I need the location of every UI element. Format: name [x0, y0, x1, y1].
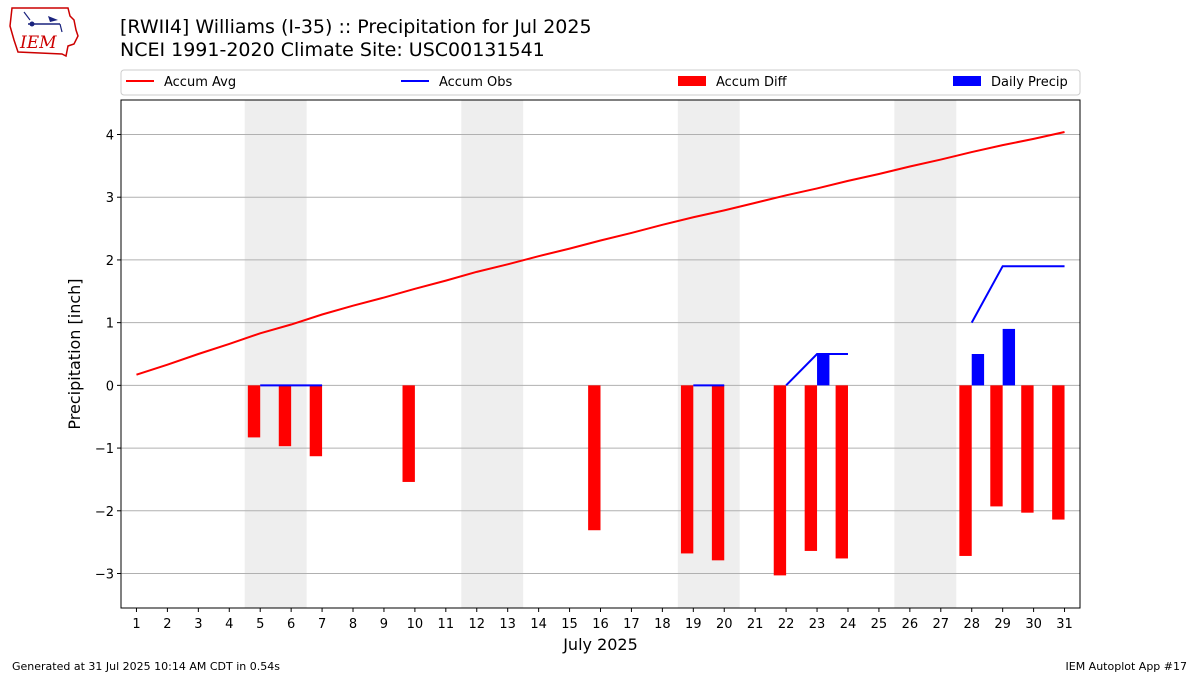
accum-diff-bar: [278, 385, 292, 447]
line-series: [136, 131, 1065, 387]
accum-diff-bar: [959, 385, 972, 556]
chart-title: [RWII4] Williams (I-35) :: Precipitation…: [120, 16, 592, 38]
x-tick-label: 4: [225, 617, 233, 632]
weekend-band: [244, 100, 307, 608]
x-tick-label: 19: [685, 617, 702, 632]
legend-label: Accum Diff: [716, 75, 788, 90]
x-tick-label: 22: [778, 617, 795, 632]
accum-diff-bar: [773, 385, 787, 576]
weekend-band: [894, 100, 957, 608]
daily-precip-bar: [971, 354, 985, 386]
app-credit: IEM Autoplot App #17: [1065, 660, 1188, 673]
accum-diff-bar: [1052, 385, 1065, 520]
generated-timestamp: Generated at 31 Jul 2025 10:14 AM CDT in…: [12, 660, 280, 673]
y-axis: 4 3 2 1 0 −1 −2 −3: [95, 128, 121, 583]
x-tick-label: 30: [1025, 617, 1042, 632]
legend-label: Accum Obs: [439, 75, 512, 90]
accum-diff-bar: [990, 385, 1003, 507]
x-tick-label: 21: [747, 617, 764, 632]
x-tick-label: 20: [716, 617, 733, 632]
accum-obs-line: [785, 353, 848, 387]
chart-subtitle: NCEI 1991-2020 Climate Site: USC00131541: [120, 39, 545, 61]
y-tick-label: −1: [95, 442, 114, 457]
x-tick-label: 24: [840, 617, 857, 632]
accum-diff-bar: [588, 385, 601, 531]
legend-frame: [120, 69, 1081, 96]
legend-label: Accum Avg: [164, 75, 236, 90]
x-tick-label: 16: [592, 617, 609, 632]
iem-logo: IEM: [9, 7, 79, 58]
x-tick-label: 15: [561, 617, 578, 632]
x-tick-label: 27: [933, 617, 950, 632]
x-tick-label: 9: [380, 617, 388, 632]
x-tick-label: 29: [994, 617, 1011, 632]
daily-precip-bar: [817, 354, 830, 386]
x-tick-label: 18: [654, 617, 671, 632]
x-tick-label: 31: [1056, 617, 1073, 632]
accum-diff-bar: [402, 385, 415, 482]
x-tick-label: 8: [349, 617, 357, 632]
accum-diff-bar: [247, 385, 261, 438]
accum-diff-bar: [835, 385, 848, 559]
accum-diff-bar: [711, 385, 725, 561]
accum-diff-bar: [680, 385, 694, 554]
legend-label: Daily Precip: [991, 75, 1068, 90]
y-tick-label: −2: [95, 505, 114, 520]
svg-text:IEM: IEM: [19, 33, 57, 53]
x-axis-label: July 2025: [562, 635, 638, 654]
x-tick-label: 1: [132, 617, 140, 632]
y-tick-label: 3: [106, 191, 114, 206]
accum-diff-bar: [1021, 385, 1034, 513]
x-tick-label: 10: [407, 617, 424, 632]
accum-obs-line: [970, 265, 1065, 324]
x-tick-label: 13: [499, 617, 516, 632]
legend: Accum Avg Accum Obs Accum Diff Daily Precip: [120, 69, 1081, 96]
x-tick-label: 14: [530, 617, 547, 632]
accum-diff-bar: [804, 385, 818, 551]
x-tick-label: 25: [871, 617, 888, 632]
legend-patch-swatch: [953, 76, 981, 86]
x-tick-label: 7: [318, 617, 326, 632]
y-tick-label: 4: [106, 128, 114, 143]
legend-patch-swatch: [678, 76, 706, 86]
y-tick-label: −3: [95, 568, 114, 583]
x-tick-label: 3: [194, 617, 202, 632]
y-tick-label: 2: [106, 254, 114, 269]
x-tick-label: 28: [963, 617, 980, 632]
x-tick-label: 6: [287, 617, 295, 632]
x-tick-label: 17: [623, 617, 640, 632]
y-tick-label: 0: [106, 379, 114, 394]
x-tick-label: 12: [468, 617, 485, 632]
x-tick-label: 23: [809, 617, 826, 632]
bar-marks: [247, 328, 1065, 576]
y-axis-label: Precipitation [inch]: [65, 278, 84, 429]
accum-diff-bar: [309, 385, 323, 457]
weekend-shading: [244, 100, 957, 608]
x-tick-label: 2: [163, 617, 171, 632]
y-tick-label: 1: [106, 317, 114, 332]
weekend-band: [461, 100, 524, 608]
x-tick-label: 26: [902, 617, 919, 632]
x-tick-label: 5: [256, 617, 264, 632]
x-tick-label: 11: [438, 617, 455, 632]
x-axis: 1 2 3 4 5 6 7 8 9 10 11 12 13 14 15 16 17 18 19 20 21 22 23 24 2…: [132, 608, 1073, 632]
accum-avg-line: [136, 131, 1065, 376]
daily-precip-bar: [1002, 328, 1016, 386]
